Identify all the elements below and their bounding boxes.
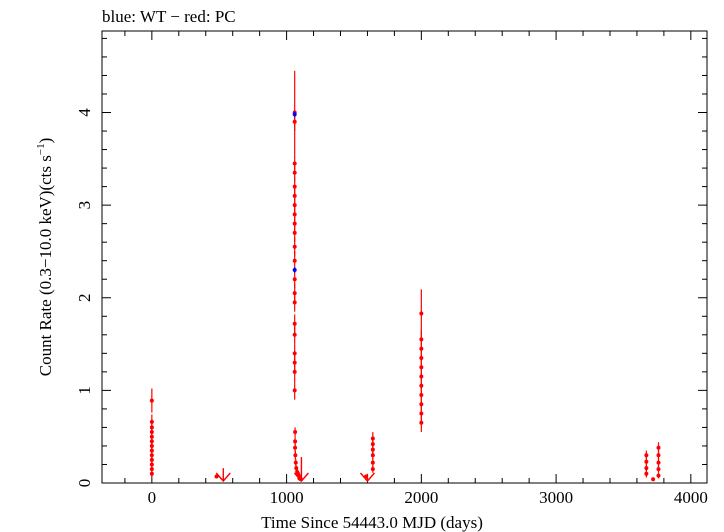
data-point: [419, 420, 424, 425]
y-axis-label-close: ): [36, 138, 55, 144]
data-point: [419, 311, 424, 316]
data-point: [149, 398, 154, 403]
chart-title: blue: WT − red: PC: [102, 7, 236, 26]
y-tick-label: 1: [75, 386, 94, 395]
data-point: [292, 369, 297, 374]
upper-limit-arrow: [359, 472, 375, 483]
series-pc: [149, 70, 661, 483]
data-point: [292, 112, 297, 117]
data-point: [292, 388, 297, 393]
y-axis-label-main: Count Rate (0.3−10.0 keV)(cts s: [36, 155, 55, 376]
y-axis: 0 1 2 3 4: [75, 37, 707, 488]
x-tick-label: 4000: [674, 488, 708, 507]
y-tick-label: 0: [75, 479, 94, 488]
data-points: [149, 70, 661, 483]
data-point: [656, 460, 661, 465]
data-point: [292, 258, 297, 263]
data-point: [370, 447, 375, 452]
data-point: [292, 332, 297, 337]
data-point: [292, 119, 297, 124]
data-point: [370, 453, 375, 458]
data-point: [644, 459, 649, 464]
data-point: [292, 230, 297, 235]
x-axis-label: Time Since 54443.0 MJD (days): [261, 513, 483, 532]
x-tick-label: 2000: [404, 488, 438, 507]
y-tick-label: 3: [75, 201, 94, 210]
data-point: [656, 473, 661, 478]
data-point: [292, 170, 297, 175]
data-point: [292, 277, 297, 282]
data-point: [656, 453, 661, 458]
y-tick-label: 4: [75, 108, 94, 117]
data-point: [656, 467, 661, 472]
x-tick-label: 0: [148, 488, 157, 507]
upper-limit-arrow: [215, 472, 231, 483]
data-point: [293, 445, 298, 450]
data-point: [292, 244, 297, 249]
data-point: [292, 300, 297, 305]
x-tick-label: 3000: [539, 488, 573, 507]
upper-limit-arrow: [293, 472, 309, 483]
y-tick-label: 2: [75, 294, 94, 303]
data-point: [149, 467, 154, 472]
data-point: [293, 453, 298, 458]
data-point: [644, 466, 649, 471]
data-point: [293, 430, 298, 435]
x-tick-label: 1000: [270, 488, 304, 507]
x-axis: 0 1000 2000 3000 4000: [124, 31, 708, 507]
data-point: [293, 439, 298, 444]
plot-frame: [101, 30, 708, 484]
series-wt: [292, 111, 297, 273]
data-point: [292, 321, 297, 326]
data-point: [651, 477, 656, 482]
data-point: [370, 467, 375, 472]
data-point: [149, 471, 154, 476]
y-axis-label-sup: −1: [35, 143, 47, 155]
data-point: [656, 445, 661, 450]
data-point: [214, 474, 219, 479]
data-point: [292, 267, 297, 272]
data-point: [644, 471, 649, 476]
y-axis-label: Count Rate (0.3−10.0 keV)(cts s−1): [35, 138, 55, 377]
data-point: [293, 460, 298, 465]
data-point: [370, 460, 375, 465]
data-point: [644, 453, 649, 458]
